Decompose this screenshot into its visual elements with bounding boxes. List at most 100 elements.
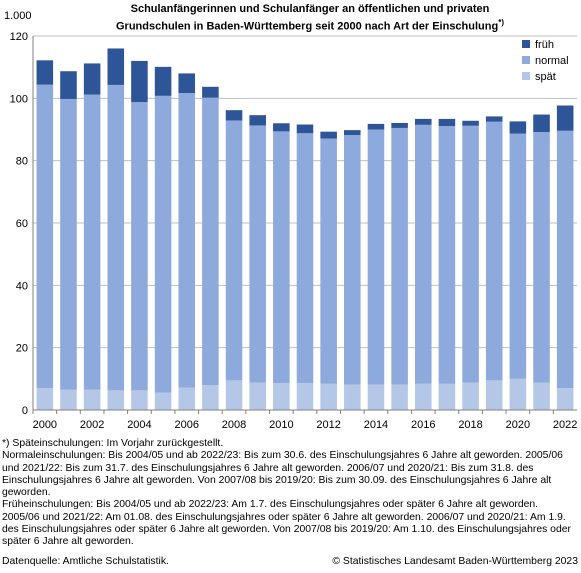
legend: früh normal spät	[522, 39, 569, 83]
bar-normal-2011	[296, 133, 314, 384]
x-tick-label-2020: 2020	[506, 419, 530, 431]
footnote-frueh: Früheinschulungen: Bis 2004/05 und ab 20…	[2, 499, 571, 548]
bar-spaet-2019	[485, 380, 503, 410]
legend-swatch-normal	[522, 56, 530, 64]
bar-normal-2016	[414, 124, 432, 384]
bar-frueh-2011	[296, 124, 314, 134]
bar-normal-2012	[320, 138, 337, 384]
y-tick-label-40: 40	[16, 280, 28, 292]
bar-spaet-2004	[131, 390, 148, 410]
bar-normal-2013	[344, 135, 361, 385]
legend-label-frueh: früh	[535, 39, 554, 51]
bar-frueh-2014	[367, 123, 385, 130]
chart-title: Schulanfängerinnen und Schulanfänger an …	[40, 2, 580, 34]
bar-normal-2003	[107, 84, 125, 391]
x-tick-label-2002: 2002	[80, 419, 104, 431]
bar-normal-2008	[225, 120, 243, 381]
bar-spaet-2017	[438, 383, 456, 410]
bar-normal-2006	[178, 93, 196, 388]
bar-normal-2017	[438, 126, 456, 384]
bar-frueh-2001	[60, 71, 77, 99]
bar-spaet-2022	[556, 388, 574, 410]
bar-spaet-2008	[225, 380, 243, 410]
bar-spaet-2000	[36, 388, 54, 410]
bar-spaet-2001	[60, 389, 77, 410]
x-axis-tick-labels: 2000 2002 2004 2006 2008 2010 2012 2014 2016 2018…	[33, 419, 578, 431]
bar-normal-2022	[556, 130, 574, 389]
footnotes: *) Späteinschulungen: Im Vorjahr zurückg…	[2, 438, 578, 549]
bar-frueh-2012	[320, 131, 337, 139]
bar-spaet-2015	[391, 384, 408, 410]
bar-normal-2002	[83, 94, 101, 390]
bar-frueh-2000	[36, 60, 54, 85]
bars	[36, 48, 574, 410]
legend-swatch-frueh	[522, 40, 530, 48]
bar-frueh-2015	[391, 122, 408, 128]
legend-swatch-spaet	[522, 72, 530, 80]
footnote-normal: Normaleinschulungen: Bis 2004/05 und ab …	[2, 450, 563, 499]
y-tick-label-120: 120	[10, 31, 28, 43]
x-tick-label-2012: 2012	[316, 419, 340, 431]
chart-title-line-2: Grundschulen in Baden-Württemberg seit 2…	[40, 16, 580, 34]
legend-label-spaet: spät	[535, 71, 556, 83]
bar-normal-2019	[485, 121, 503, 381]
bar-spaet-2011	[296, 383, 314, 410]
x-tick-label-2004: 2004	[127, 419, 151, 431]
bar-frueh-2021	[533, 114, 550, 132]
bar-spaet-2003	[107, 390, 125, 410]
axes	[32, 36, 577, 414]
x-tick-label-2014: 2014	[364, 419, 388, 431]
y-tick-label-0: 0	[22, 405, 28, 417]
x-tick-label-2000: 2000	[33, 419, 57, 431]
bar-spaet-2009	[249, 382, 266, 410]
bar-frueh-2009	[249, 115, 266, 126]
bar-spaet-2016	[414, 383, 432, 410]
bar-normal-2005	[154, 95, 172, 393]
bar-normal-2009	[249, 125, 266, 383]
bar-normal-2015	[391, 127, 408, 385]
bar-frueh-2006	[178, 73, 196, 94]
bar-spaet-2013	[344, 384, 361, 410]
bar-normal-2001	[60, 98, 77, 390]
legend-label-normal: normal	[535, 55, 569, 67]
bar-spaet-2005	[154, 392, 172, 410]
x-tick-label-2006: 2006	[174, 419, 198, 431]
y-tick-label-80: 80	[16, 156, 28, 168]
bar-spaet-2006	[178, 387, 196, 410]
bar-frueh-2022	[556, 105, 574, 131]
bar-normal-2010	[273, 131, 290, 384]
bar-spaet-2021	[533, 382, 550, 410]
y-axis-unit-label: 1.000	[4, 10, 32, 22]
y-tick-label-60: 60	[16, 218, 28, 230]
bar-spaet-2018	[462, 382, 479, 410]
chart-title-line-1: Schulanfängerinnen und Schulanfänger an …	[130, 3, 490, 15]
bar-frueh-2003	[107, 48, 125, 85]
bar-frueh-2010	[273, 123, 290, 132]
bar-normal-2021	[533, 131, 550, 383]
bar-frueh-2007	[202, 86, 219, 98]
bar-normal-2007	[202, 97, 219, 386]
bar-frueh-2004	[131, 60, 148, 103]
bar-frueh-2018	[462, 120, 479, 126]
x-tick-label-2016: 2016	[411, 419, 435, 431]
data-source: Datenquelle: Amtliche Schulstatistik.	[2, 556, 169, 567]
x-tick-label-2022: 2022	[553, 419, 577, 431]
x-tick-label-2010: 2010	[269, 419, 293, 431]
x-tick-label-2008: 2008	[222, 419, 246, 431]
chart-title-line-2-text: Grundschulen in Baden-Württemberg seit 2…	[116, 20, 499, 33]
bar-frueh-2013	[344, 130, 361, 136]
bar-frueh-2020	[509, 121, 527, 134]
bar-spaet-2012	[320, 383, 337, 410]
bar-normal-2018	[462, 125, 479, 383]
bar-frueh-2016	[414, 118, 432, 125]
y-tick-label-100: 100	[10, 93, 28, 105]
bar-frueh-2005	[154, 66, 172, 96]
bar-spaet-2010	[273, 383, 290, 410]
bar-spaet-2002	[83, 389, 101, 410]
footnote-spaet: *) Späteinschulungen: Im Vorjahr zurückg…	[2, 438, 224, 449]
x-tick-label-2018: 2018	[458, 419, 482, 431]
bar-spaet-2020	[509, 378, 527, 410]
bar-normal-2014	[367, 129, 385, 385]
chart-title-footnote-mark: *)	[498, 18, 504, 27]
bar-spaet-2007	[202, 385, 219, 410]
